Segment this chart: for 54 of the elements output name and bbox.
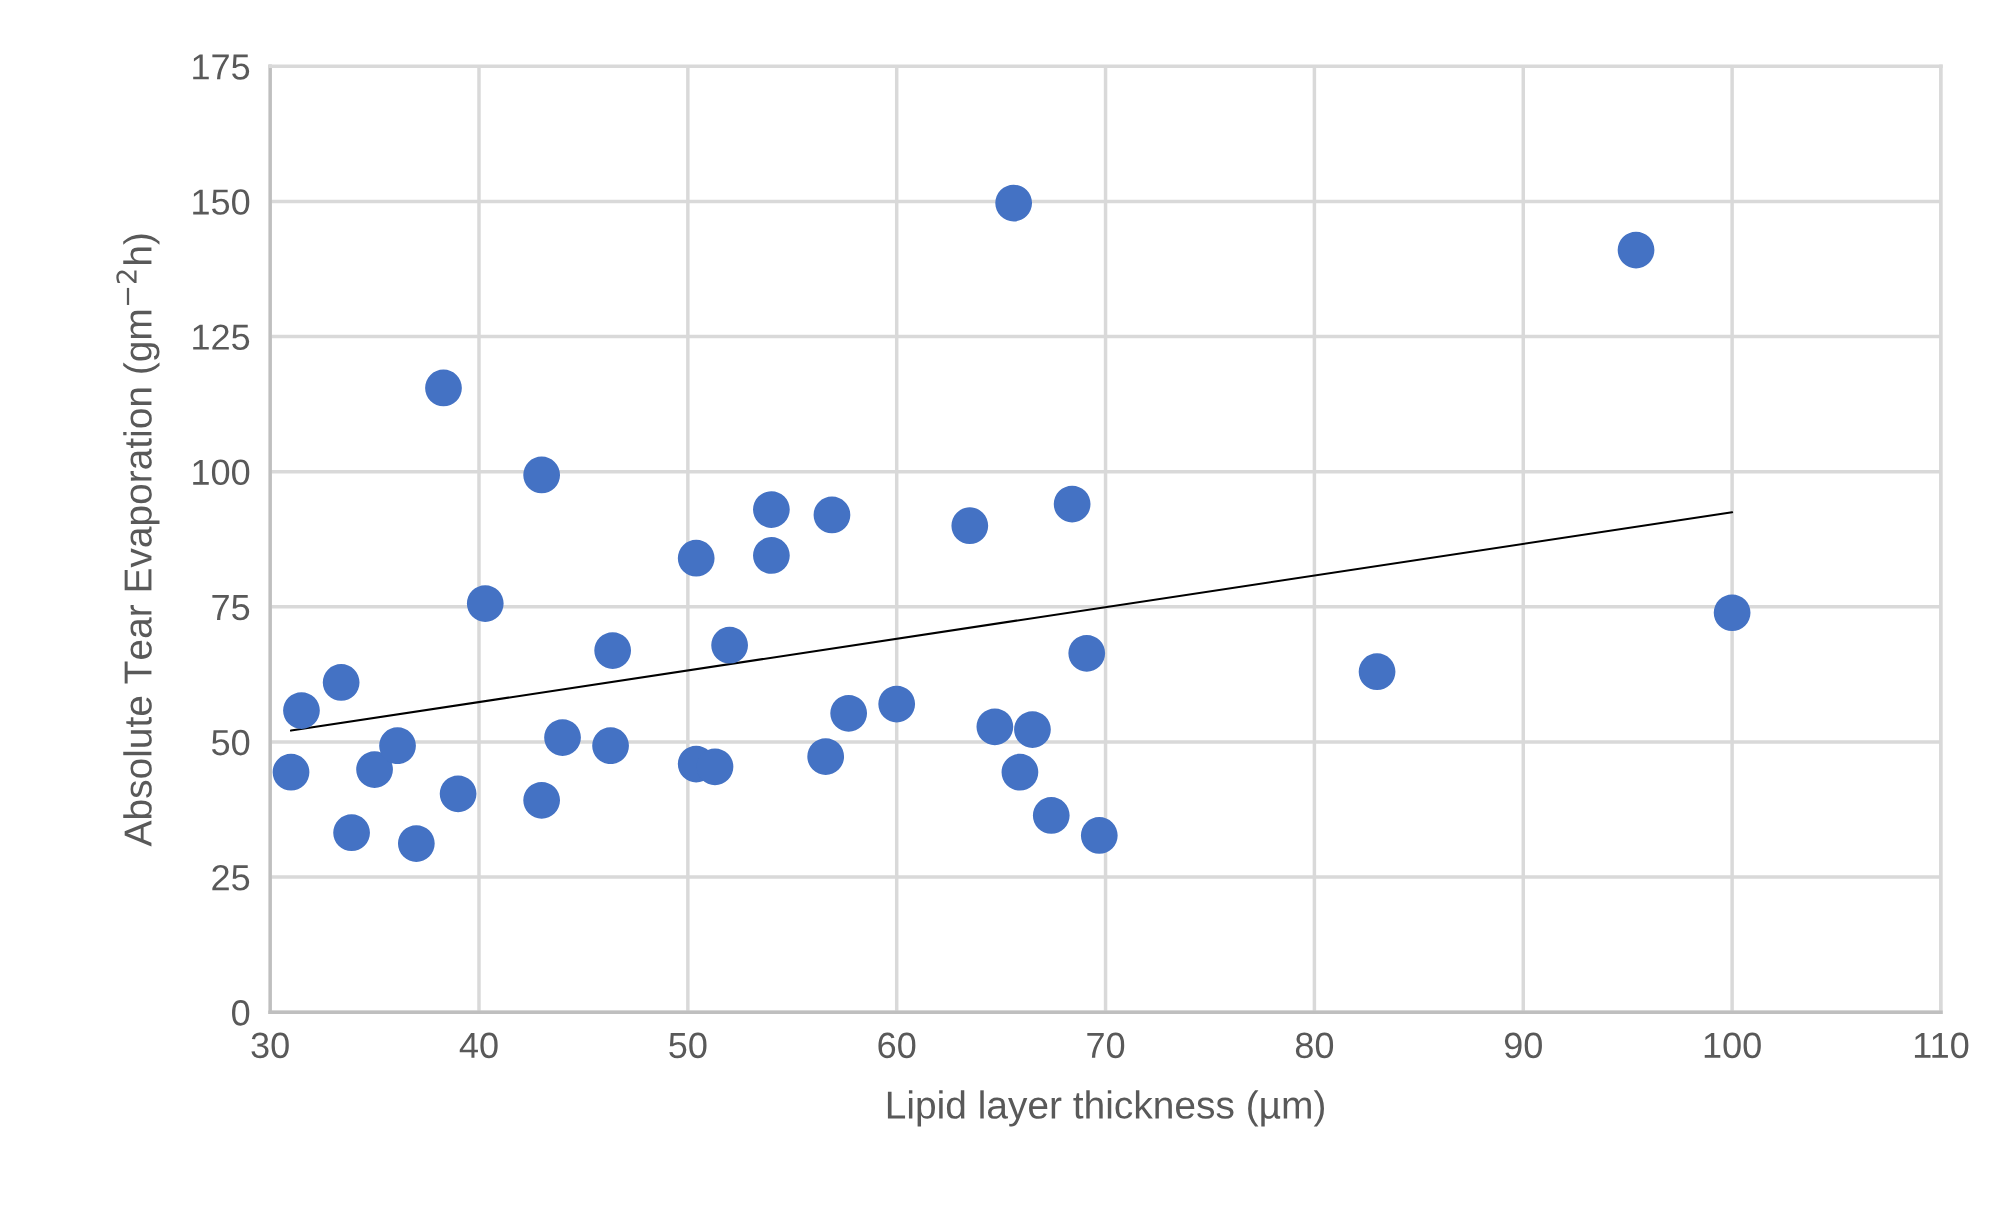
point: [711, 626, 748, 664]
point: [272, 753, 310, 791]
x-axis-title: Lipid layer thickness (µm): [887, 1090, 1324, 1127]
y-tick-label: 50: [211, 729, 250, 756]
x-tick-label: 50: [669, 1032, 707, 1059]
point: [1053, 485, 1091, 523]
y-tick-label: 75: [212, 595, 250, 621]
point: [283, 692, 320, 729]
point: [753, 491, 790, 528]
x-tick-label: 70: [1087, 1032, 1125, 1059]
point: [1713, 594, 1751, 632]
y-axis-title: Absolute Tear Evaporation (gm$^{−2}$h): [116, 234, 160, 847]
point: [425, 369, 462, 407]
point: [1617, 231, 1655, 269]
x-tick-label: 40: [459, 1032, 498, 1059]
y-tick-label: 150: [193, 189, 250, 215]
point: [592, 727, 629, 765]
point: [753, 537, 790, 574]
point: [830, 694, 868, 732]
point: [878, 685, 916, 723]
y-tick-label: 125: [193, 324, 250, 350]
point: [356, 751, 393, 788]
x-tick-label: 110: [1914, 1032, 1969, 1059]
point: [379, 727, 416, 765]
x-tick-label: 90: [1504, 1032, 1542, 1059]
point: [333, 814, 370, 852]
point: [466, 585, 504, 622]
point: [544, 719, 581, 756]
y-tick-label: 175: [193, 54, 250, 80]
point: [1358, 653, 1396, 691]
x-tick-label: 60: [878, 1032, 916, 1059]
point: [397, 825, 435, 862]
point: [1080, 817, 1118, 854]
x-tick-label: 80: [1295, 1032, 1334, 1059]
y-tick-label: 100: [193, 459, 250, 486]
y-tick-label: 0: [232, 1000, 250, 1026]
point: [951, 507, 989, 545]
point: [439, 775, 477, 813]
point: [1001, 753, 1039, 791]
x-tick-label: 30: [251, 1032, 289, 1059]
y-tick-label: 25: [212, 864, 250, 891]
point: [523, 781, 561, 819]
point: [322, 664, 360, 701]
point: [1014, 711, 1051, 748]
point: [523, 456, 561, 494]
point: [1032, 797, 1070, 834]
point: [976, 708, 1014, 746]
point: [995, 184, 1033, 222]
point: [594, 632, 632, 669]
point: [807, 738, 845, 775]
point: [677, 539, 715, 577]
point: [1068, 634, 1106, 672]
point: [813, 496, 851, 534]
x-tick-label: 100: [1704, 1032, 1761, 1059]
